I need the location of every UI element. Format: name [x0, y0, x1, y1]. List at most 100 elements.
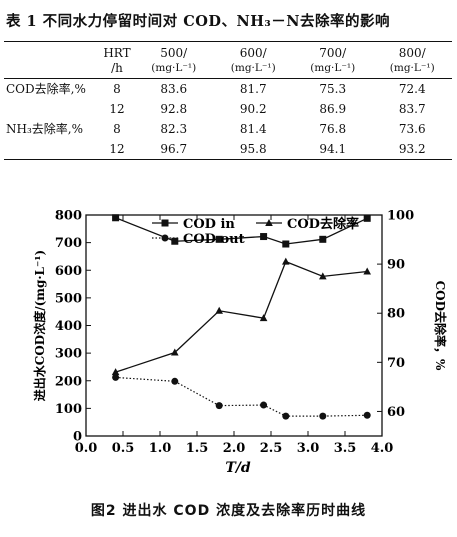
data-point: [363, 411, 371, 419]
y-tick-label: 700: [55, 236, 82, 251]
cell: 75.3: [319, 82, 347, 96]
y2-tick-label: 100: [387, 209, 414, 224]
series-line-1: [115, 260, 368, 373]
y-tick-label: 800: [55, 209, 82, 224]
data-point: [215, 306, 223, 314]
data-point: [215, 235, 223, 243]
figure-caption: 图2 进出水 COD 浓度及去除率历时曲线: [90, 503, 367, 519]
y-axis-label: 进出水COD浓度/(mg·L⁻¹): [32, 250, 47, 401]
data-point: [171, 348, 179, 356]
data-point: [282, 412, 290, 420]
data-point: [319, 272, 327, 280]
x-tick-label: 2.0: [223, 441, 246, 456]
cod-time-chart: 0.0 0.5 1.0 1.5 2.0 2.5 3.0 3.5 4.0 0 100 200 300 400…: [32, 209, 448, 477]
data-point: [260, 401, 268, 409]
cell: 73.6: [398, 122, 426, 136]
x-axis-label: T/d: [225, 460, 251, 476]
header-flow-4: 800/: [398, 46, 426, 60]
row-label: COD去除率,%: [6, 82, 86, 96]
x-tick-label: 4.0: [371, 441, 394, 456]
cell: 95.8: [213, 139, 293, 160]
data-point: [282, 240, 290, 248]
y-tick-label: 500: [55, 291, 82, 306]
x-tick-label: 1.0: [149, 441, 172, 456]
cell: 90.2: [239, 102, 267, 116]
data-point: [363, 267, 371, 275]
y2-tick-label: 70: [387, 356, 405, 371]
data-point: [259, 314, 268, 322]
header-hrt: HRT: [103, 46, 131, 60]
data-point: [171, 237, 179, 245]
data-point: [215, 402, 223, 410]
series-line-2: [115, 376, 368, 417]
data-point: [282, 257, 290, 265]
data-point: [111, 368, 120, 376]
header-unit: (mg·L⁻¹): [310, 62, 356, 74]
y-tick-label: 400: [55, 319, 82, 334]
header-hrt-unit: /h: [111, 61, 123, 75]
legend-marker: [161, 234, 169, 242]
table-row: COD去除率,% 8 83.6 81.7 75.3 72.4: [4, 79, 452, 100]
x-tick-label: 2.5: [260, 441, 283, 456]
legend-marker: [265, 219, 273, 226]
row-hrt: 8: [113, 122, 121, 136]
legend-label: COD in: [183, 217, 235, 232]
data-point: [363, 214, 371, 222]
cell: 82.3: [160, 122, 188, 136]
y-tick-label: 200: [55, 374, 82, 389]
header-unit: (mg·L⁻¹): [389, 62, 435, 74]
y-tick-label: 600: [55, 264, 82, 279]
cell: 86.9: [319, 102, 347, 116]
y2-axis-label: COD去除率，%: [433, 281, 448, 371]
data-point: [112, 214, 120, 222]
row-hrt: 8: [113, 82, 121, 96]
row-hrt: 12: [100, 139, 134, 160]
results-table: HRT 500/ 600/ 700/ 800/ /h (mg·L⁻¹) (mg·…: [4, 44, 452, 160]
y-tick-label: 100: [55, 402, 82, 417]
table-row: NH₃去除率,% 8 82.3 81.4 76.8 73.6: [4, 119, 452, 139]
row-label: NH₃去除率,%: [6, 122, 83, 136]
cell: 76.8: [319, 122, 347, 136]
table-row: 12 92.8 90.2 86.9 83.7: [4, 99, 452, 119]
plot-frame: [85, 214, 383, 437]
x-tick-label: 1.5: [186, 441, 209, 456]
header-unit: (mg·L⁻¹): [151, 62, 197, 74]
x-tick-label: 3.0: [297, 441, 320, 456]
cell: 96.7: [134, 139, 214, 160]
y2-tick-label: 60: [387, 405, 405, 420]
header-blank: [4, 44, 100, 61]
data-point: [112, 373, 120, 381]
cell: 92.8: [160, 102, 188, 116]
data-point: [319, 412, 327, 420]
legend-label: COD out: [183, 232, 245, 247]
row-hrt: 12: [109, 102, 125, 116]
cell: 94.1: [293, 139, 373, 160]
legend-label: COD去除率: [287, 216, 359, 232]
header-flow-2: 600/: [239, 46, 267, 60]
cell: 83.7: [398, 102, 426, 116]
row-label: [4, 99, 100, 119]
row-label: [4, 139, 100, 160]
y2-tick-label: 80: [387, 307, 405, 322]
data-point: [319, 235, 327, 243]
table-caption: 表 1 不同水力停留时间对 COD、NH₃－N去除率的影响: [6, 13, 391, 30]
cell: 93.2: [372, 139, 452, 160]
y-tick-label: 0: [73, 430, 82, 445]
cell: 81.7: [239, 82, 267, 96]
header-flow-1: 500/: [160, 46, 188, 60]
table-top-rule: [4, 41, 452, 42]
data-point: [260, 233, 268, 241]
x-tick-label: 3.5: [334, 441, 357, 456]
x-tick-label: 0.5: [112, 441, 135, 456]
cell: 72.4: [398, 82, 426, 96]
legend-marker: [161, 219, 169, 227]
cell: 81.4: [239, 122, 267, 136]
table-row: 12 96.7 95.8 94.1 93.2: [4, 139, 452, 160]
header-flow-3: 700/: [319, 46, 347, 60]
y2-tick-label: 90: [387, 258, 405, 273]
y-tick-label: 300: [55, 347, 82, 362]
x-tick-label: 0.0: [75, 441, 98, 456]
data-point: [171, 377, 179, 385]
header-unit: (mg·L⁻¹): [230, 62, 276, 74]
cell: 83.6: [160, 82, 188, 96]
